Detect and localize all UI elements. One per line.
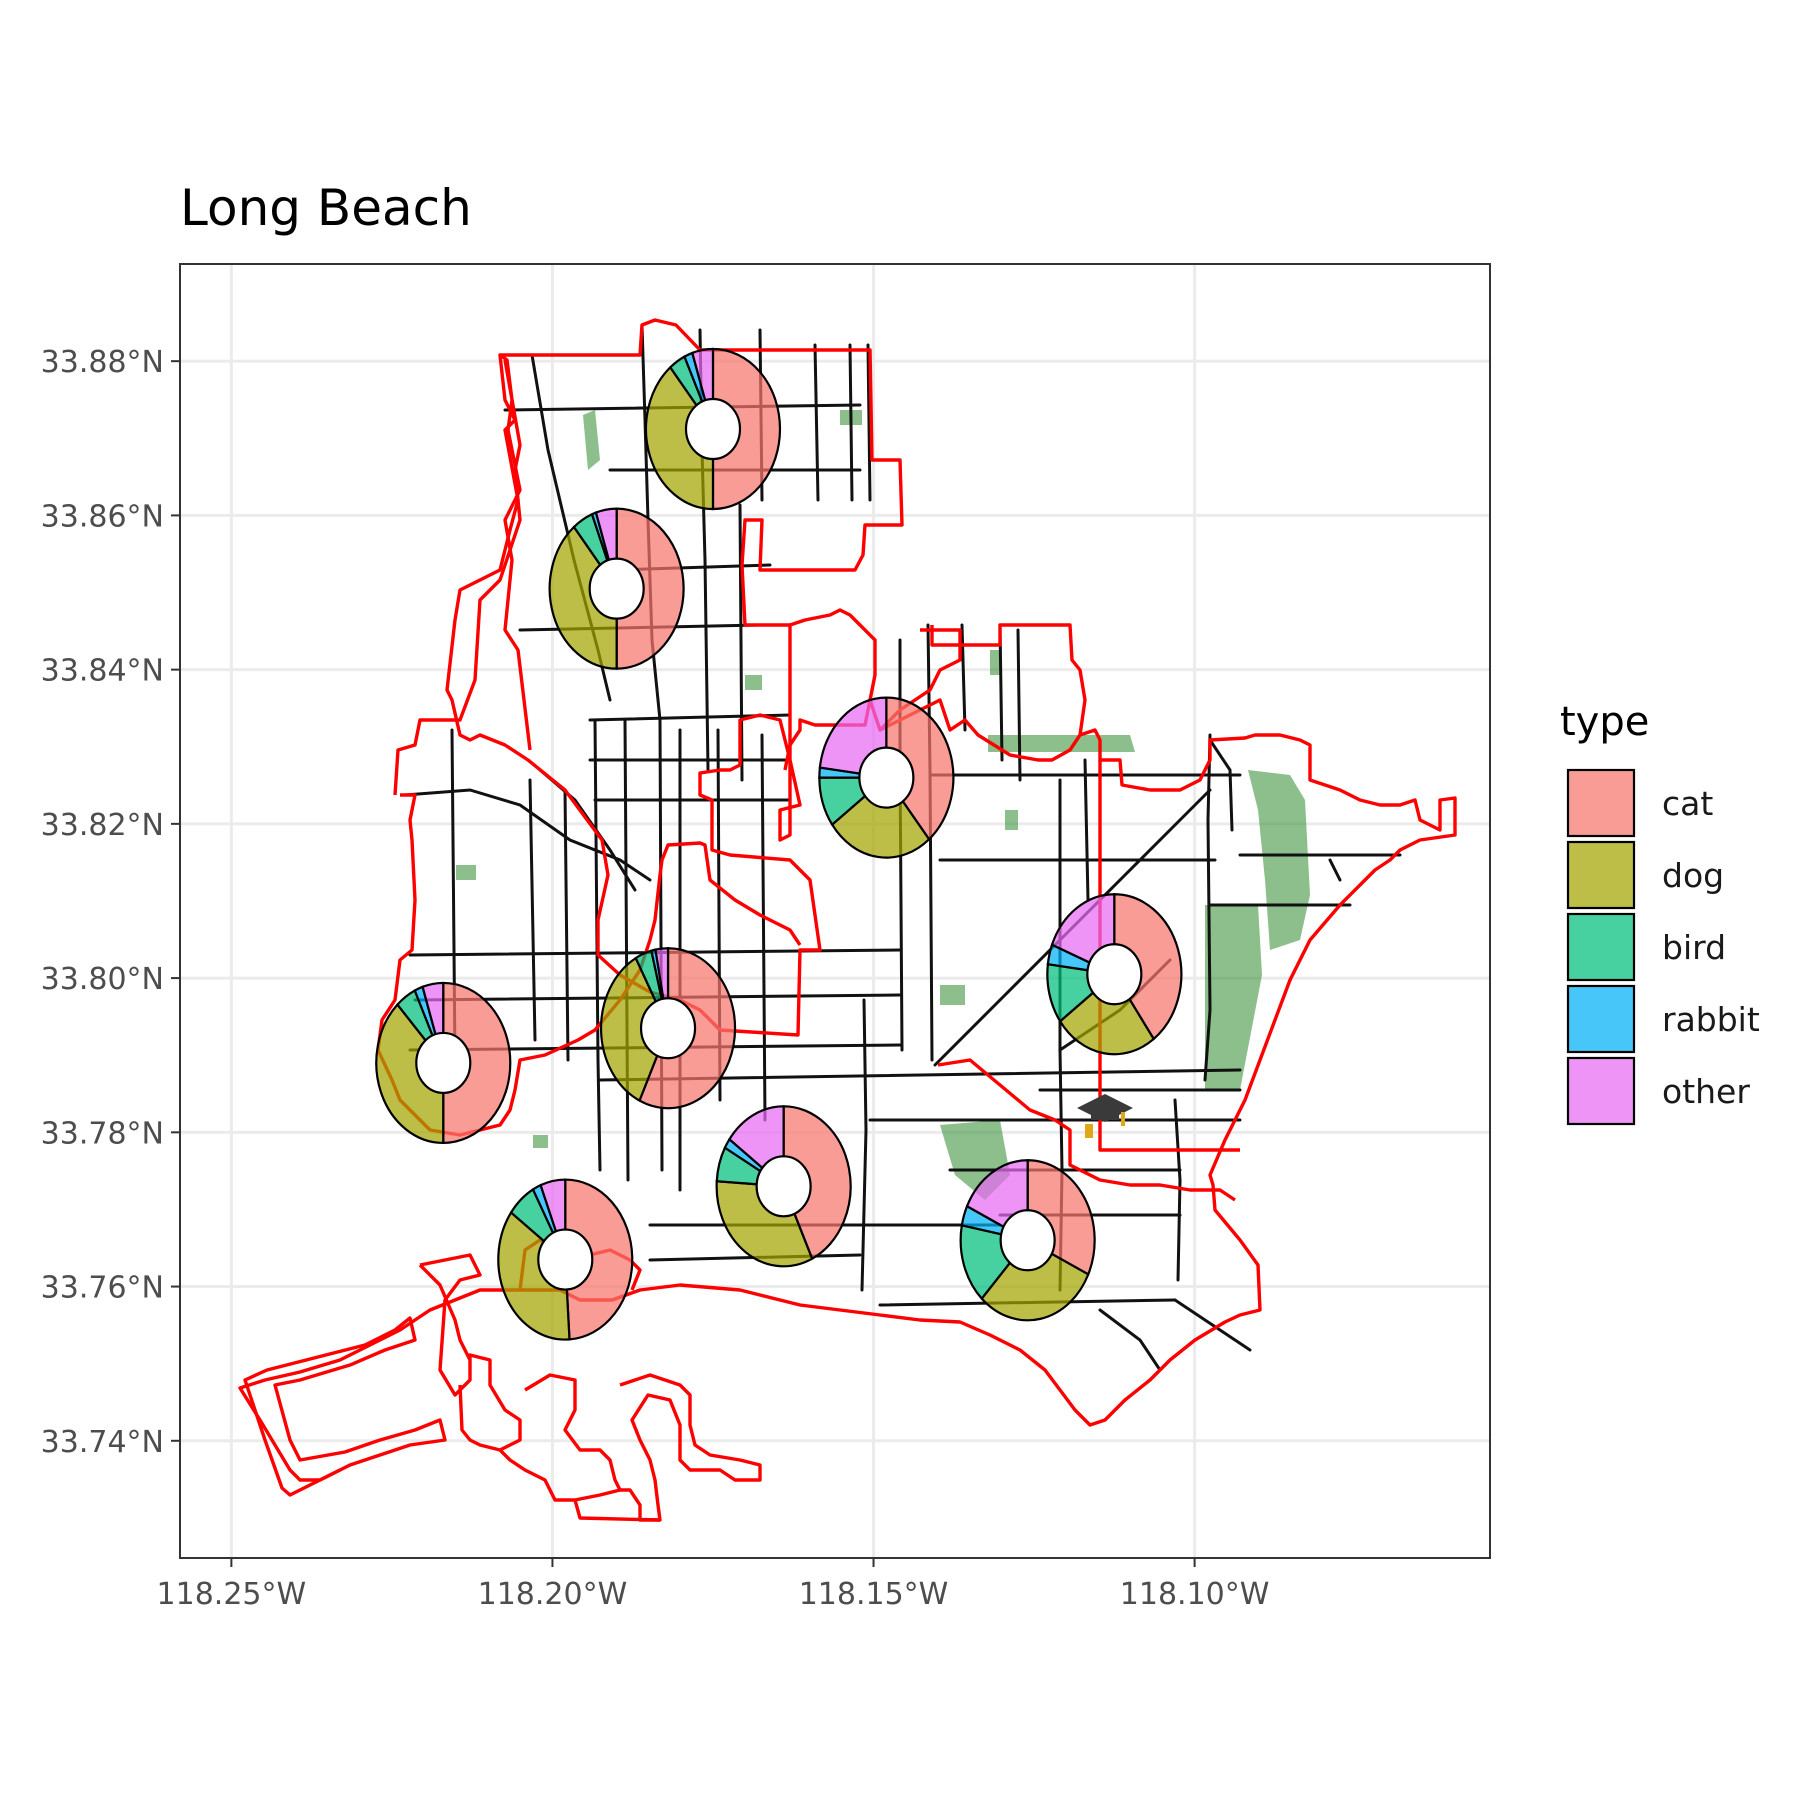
donut-slice-cat xyxy=(885,696,955,841)
donut-hole xyxy=(639,997,697,1060)
city-boundary xyxy=(619,1373,762,1522)
boundary-layer xyxy=(238,318,1457,1522)
city-boundary xyxy=(418,1263,472,1361)
donut-hole xyxy=(1086,943,1143,1006)
graduation-cap-icon xyxy=(1077,1094,1133,1138)
city-boundary xyxy=(419,1253,522,1452)
legend-label-cat: cat xyxy=(1662,784,1713,823)
panel-border xyxy=(179,263,1491,1559)
city-boundary xyxy=(393,353,532,796)
legend-label-dog: dog xyxy=(1662,856,1724,895)
donut-chart xyxy=(497,1178,634,1341)
donut-chart xyxy=(1046,893,1183,1056)
donut-chart xyxy=(715,1105,852,1268)
y-tick-label: 33.86°N xyxy=(41,499,164,534)
y-tick-label: 33.78°N xyxy=(41,1116,164,1151)
x-tick-label: 118.15°W xyxy=(799,1577,949,1612)
x-axis: 118.25°W 118.20°W 118.15°W 118.10°W xyxy=(157,1558,1270,1612)
donut-slice-dog xyxy=(1058,972,1156,1056)
legend-title: type xyxy=(1560,699,1649,745)
legend-key-bird xyxy=(1566,912,1636,982)
city-boundary xyxy=(376,793,802,1137)
park-area xyxy=(745,675,762,690)
city-boundary xyxy=(445,318,904,1037)
legend-key-rabbit xyxy=(1566,984,1636,1054)
legend-key-dog xyxy=(1566,840,1636,910)
donut-hole xyxy=(588,557,645,620)
donut-chart xyxy=(644,347,782,511)
donut-chart xyxy=(959,1159,1096,1322)
park-area xyxy=(533,1135,548,1148)
donut-slice-dog xyxy=(497,1210,571,1341)
donut-slice-dog xyxy=(548,525,618,670)
legend-label-bird: bird xyxy=(1662,928,1726,967)
y-tick-label: 33.76°N xyxy=(41,1271,164,1306)
legend-label-other: other xyxy=(1662,1072,1750,1111)
legend-label-rabbit: rabbit xyxy=(1662,1000,1760,1039)
donut-chart xyxy=(818,696,955,859)
park-area xyxy=(1205,905,1262,1090)
city-boundary xyxy=(243,1316,447,1497)
city-boundary xyxy=(573,1499,661,1522)
donut-hole xyxy=(755,1155,812,1218)
donut-slice-cat xyxy=(782,1105,852,1261)
x-tick-label: 118.25°W xyxy=(157,1577,307,1612)
park-area xyxy=(940,985,965,1005)
city-boundary xyxy=(937,1058,1236,1202)
page-title: Long Beach xyxy=(180,179,472,237)
city-boundary xyxy=(498,1373,622,1502)
donut-hole xyxy=(415,1031,472,1095)
donut-slice-cat xyxy=(615,507,685,670)
park-area xyxy=(990,650,1000,675)
donut-slice-cat xyxy=(1113,893,1183,1041)
park-area xyxy=(1005,810,1018,830)
donut-layer xyxy=(375,347,1183,1341)
y-tick-label: 33.84°N xyxy=(41,654,164,689)
park-area xyxy=(988,735,1135,752)
donut-slice-dog xyxy=(980,1238,1090,1322)
park-area xyxy=(456,865,476,880)
y-tick-label: 33.88°N xyxy=(41,345,164,380)
x-tick-label: 118.10°W xyxy=(1120,1577,1270,1612)
donut-hole xyxy=(684,397,742,461)
city-boundary xyxy=(1098,760,1240,1152)
donut-slice-dog xyxy=(644,365,715,511)
legend-key-other xyxy=(1566,1056,1636,1126)
donut-slice-cat xyxy=(711,347,782,511)
city-boundary xyxy=(238,1288,520,1482)
donut-slice-dog xyxy=(830,775,931,859)
y-tick-label: 33.74°N xyxy=(41,1425,164,1460)
donut-slice-cat xyxy=(442,981,512,1145)
donut-chart xyxy=(599,947,737,1110)
donut-chart xyxy=(375,981,512,1145)
y-tick-label: 33.82°N xyxy=(41,808,164,843)
donut-slice-dog xyxy=(375,1002,445,1145)
legend-key-cat xyxy=(1566,768,1636,838)
city-boundary xyxy=(783,608,877,771)
donut-hole xyxy=(858,746,915,809)
legend: type cat dog bird rabbit other xyxy=(1560,699,1760,1126)
x-tick-label: 118.20°W xyxy=(478,1577,628,1612)
donut-chart xyxy=(548,507,685,670)
city-boundary xyxy=(520,698,1457,1427)
donut-hole xyxy=(999,1209,1056,1272)
y-axis: 33.88°N 33.86°N 33.84°N 33.82°N 33.80°N 33.78… xyxy=(41,345,180,1460)
city-boundary xyxy=(930,623,1087,736)
y-tick-label: 33.80°N xyxy=(41,962,164,997)
donut-hole xyxy=(537,1228,594,1291)
donut-slice-cat xyxy=(564,1178,634,1341)
park-area xyxy=(583,410,600,470)
